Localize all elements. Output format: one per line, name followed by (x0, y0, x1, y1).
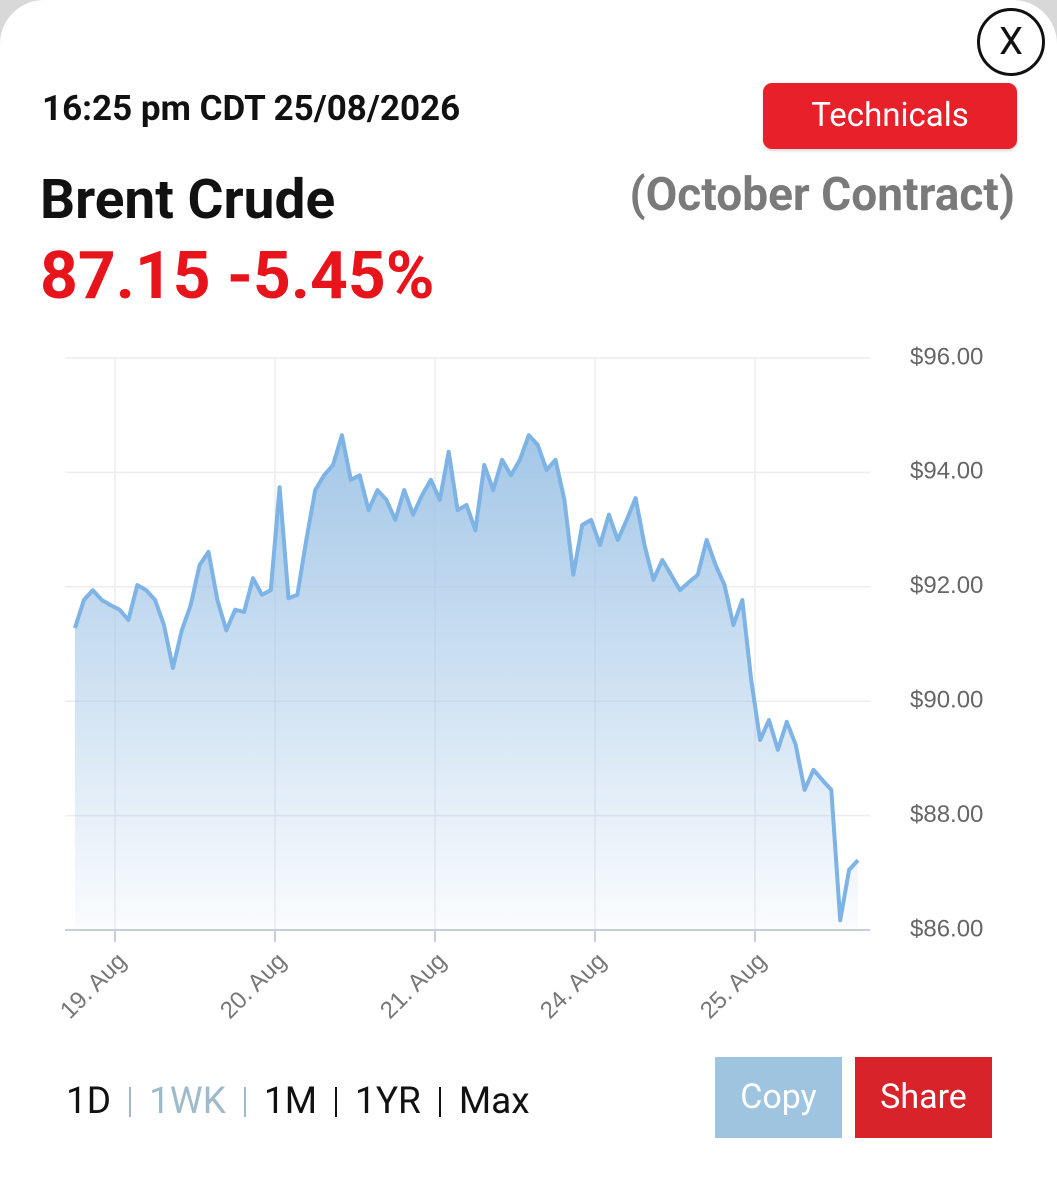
range-selector: 1D 1WK 1M 1YR Max (66, 1080, 530, 1123)
range-option[interactable]: 1YR (355, 1080, 421, 1123)
x-tick-label: 19. Aug (55, 948, 132, 1025)
y-tick-label: $94.00 (910, 458, 983, 485)
y-tick-label: $96.00 (910, 343, 983, 370)
instrument-name: Brent Crude (40, 168, 336, 232)
x-tick-label: 20. Aug (215, 948, 292, 1025)
share-button[interactable]: Share (855, 1057, 992, 1138)
range-option[interactable]: 1WK (149, 1080, 226, 1123)
range-option[interactable]: 1M (263, 1080, 318, 1123)
x-tick-label: 25. Aug (695, 948, 772, 1025)
range-option[interactable]: Max (458, 1080, 530, 1123)
x-tick-label: 24. Aug (535, 948, 612, 1025)
y-tick-label: $88.00 (910, 801, 983, 828)
separator (129, 1086, 132, 1117)
range-option[interactable]: 1D (66, 1080, 112, 1123)
separator (438, 1086, 441, 1117)
change: -5.45% (227, 238, 435, 315)
y-tick-label: $92.00 (910, 572, 983, 599)
contract: (October Contract) (629, 168, 1016, 222)
separator (243, 1086, 246, 1117)
y-tick-label: $86.00 (910, 915, 983, 942)
x-tick-label: 21. Aug (375, 948, 452, 1025)
price-line: 87.15 -5.45% (40, 238, 435, 315)
y-tick-label: $90.00 (910, 687, 983, 714)
chart: $86.00 $88.00 $90.00 $92.00 $94.00 $96.00 19. … (55, 343, 983, 1025)
line (73, 433, 860, 923)
price: 87.15 (40, 238, 211, 315)
timestamp: 16:25 pm CDT 25/08/2026 (42, 88, 461, 129)
area (75, 435, 858, 930)
technicals-button[interactable]: Technicals (763, 83, 1017, 149)
separator (335, 1086, 338, 1117)
close-button[interactable]: X (977, 8, 1045, 76)
copy-button[interactable]: Copy (715, 1057, 842, 1138)
